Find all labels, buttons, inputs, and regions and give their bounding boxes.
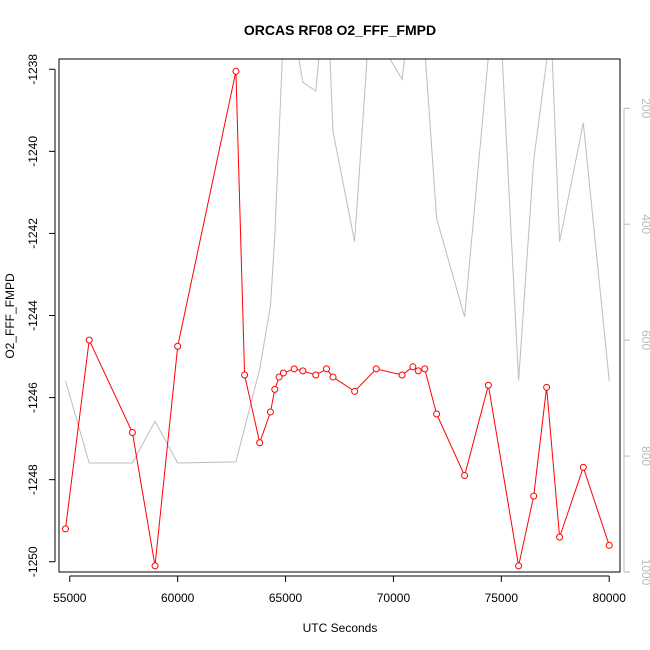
x-tick-label: 60000 [161, 591, 195, 605]
data-point [128, 428, 136, 436]
y-right-tick-label: 600 [639, 330, 650, 350]
x-axis-label: UTC Seconds [303, 621, 378, 635]
data-point [579, 463, 587, 471]
data-point [414, 367, 422, 375]
data-point [151, 562, 159, 570]
y-tick-label: -1244 [26, 300, 40, 331]
data-point [232, 67, 240, 75]
y-right-tick-label: 400 [639, 214, 650, 234]
x-tick-label: 70000 [377, 591, 411, 605]
y-right-tick-label: 800 [639, 446, 650, 466]
data-point [484, 381, 492, 389]
data-point [61, 525, 69, 533]
data-point [271, 385, 279, 393]
data-point [299, 367, 307, 375]
y-tick-label: -1240 [26, 136, 40, 167]
data-point [409, 363, 417, 371]
x-tick-label: 65000 [269, 591, 303, 605]
data-point [605, 541, 613, 549]
y-right-tick-label: 200 [639, 98, 650, 118]
x-tick-label: 55000 [53, 591, 87, 605]
data-point [329, 373, 337, 381]
data-point [279, 369, 287, 377]
data-point [461, 472, 469, 480]
x-axis: 55000 60000 65000 70000 75000 80000 [53, 575, 627, 605]
data-point [241, 371, 249, 379]
data-point [372, 365, 380, 373]
x-tick-label: 80000 [593, 591, 627, 605]
data-point [530, 492, 538, 500]
y-tick-label: -1250 [26, 546, 40, 577]
data-point [312, 371, 320, 379]
gray-series-line [65, 59, 610, 464]
y-tick-label: -1242 [26, 218, 40, 249]
gray-series [65, 59, 610, 464]
y-axis-right: 200 400 600 800 1000 [623, 98, 650, 586]
data-point [323, 365, 331, 373]
data-point [433, 410, 441, 418]
y-tick-label: -1248 [26, 464, 40, 495]
data-point [290, 365, 298, 373]
red-series [61, 67, 613, 570]
x-tick-label: 75000 [485, 591, 519, 605]
data-point [174, 342, 182, 350]
y-right-tick-label: 1000 [639, 559, 650, 586]
data-point [543, 383, 551, 391]
data-point [515, 562, 523, 570]
data-point [85, 336, 93, 344]
data-point [351, 387, 359, 395]
y-axis: -1250 -1248 -1246 -1244 -1242 -1240 -1238 [26, 54, 56, 577]
data-point [398, 371, 406, 379]
y-tick-label: -1246 [26, 382, 40, 413]
data-point [266, 408, 274, 416]
plot-frame [58, 58, 621, 573]
data-point [275, 373, 283, 381]
data-point [556, 533, 564, 541]
chart-title: ORCAS RF08 O2_FFF_FMPD [244, 22, 436, 38]
red-series-line [65, 71, 610, 566]
data-point [256, 439, 264, 447]
y-tick-label: -1238 [26, 54, 40, 85]
data-point [421, 365, 429, 373]
y-axis-label: O2_FFF_FMPD [3, 273, 17, 359]
